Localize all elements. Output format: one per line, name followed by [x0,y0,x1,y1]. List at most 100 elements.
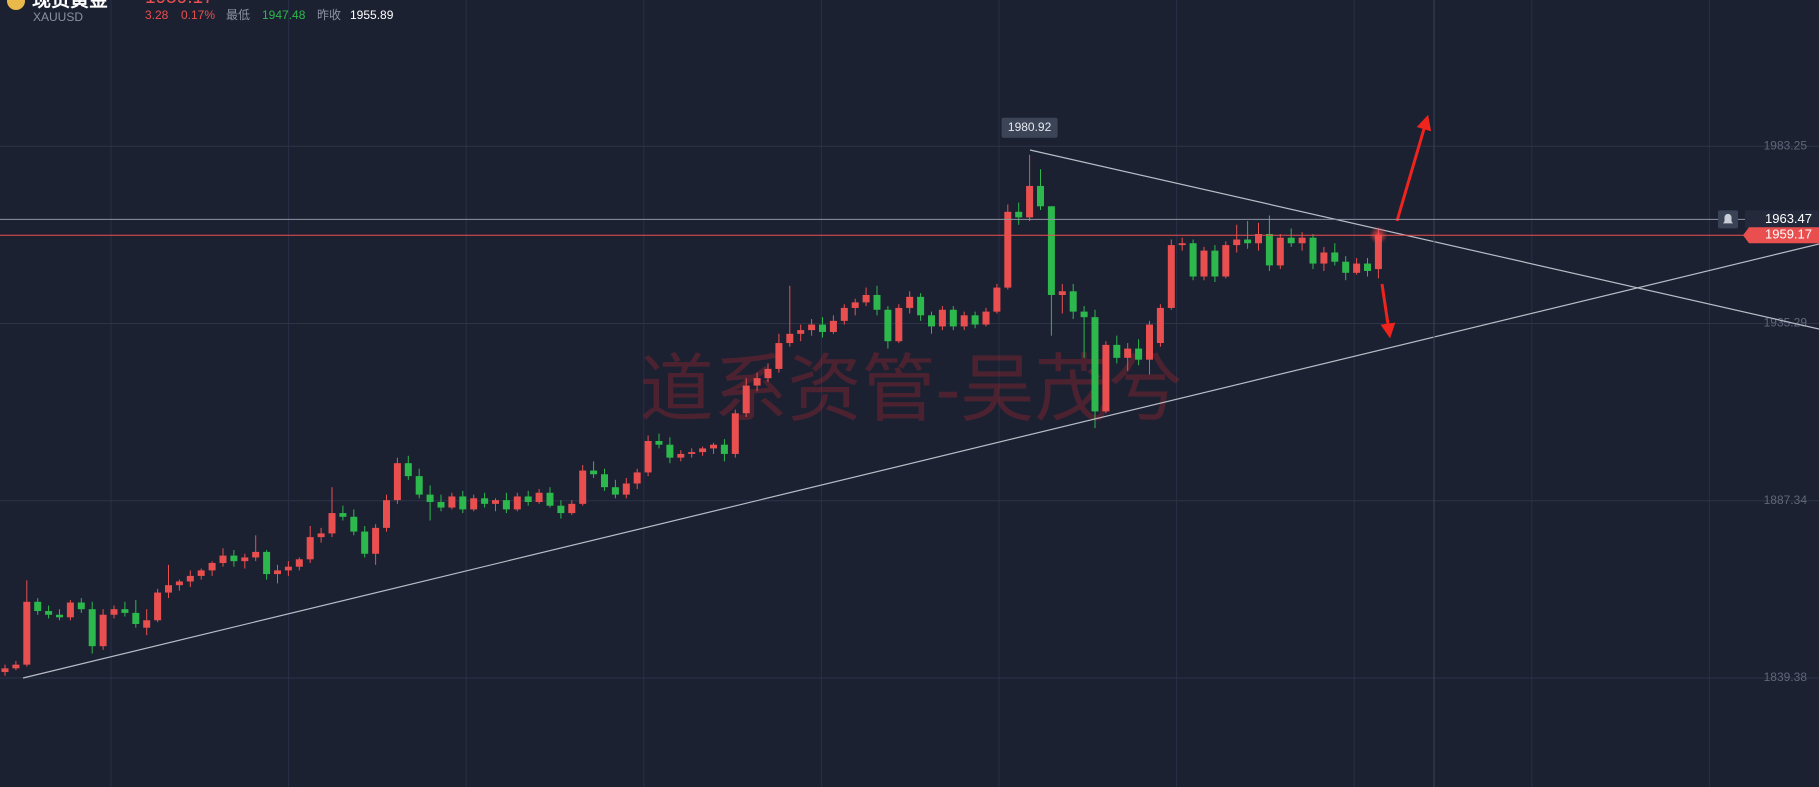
candle-body [66,602,74,618]
candle-body [611,487,619,495]
candle-body [448,496,456,508]
candle-body [786,333,794,344]
resistance-trendline [1029,149,1819,330]
candle-body [677,453,685,458]
candle-body [437,501,445,508]
candle-body [699,448,707,453]
candle-body [1102,344,1110,412]
alert-label-box [1745,210,1819,229]
candle-body [481,498,489,504]
candle-body [1,668,9,673]
candle-body [165,585,172,593]
candle-body [77,602,85,610]
candle-body [895,307,903,342]
candle-body [622,483,630,495]
candle-body [949,309,957,327]
candle-body [1320,252,1328,264]
candle-body [1211,250,1219,277]
price: 1959.17 [145,0,214,8]
candle-body [1026,185,1034,218]
candle-body [1298,237,1306,244]
arrow-up [1395,114,1432,222]
candle-body [579,470,587,504]
high-marker: 1980.92 [1008,120,1052,134]
candle-body [393,463,401,501]
candle-body [1156,307,1164,344]
candle-body [808,324,816,331]
candle-body [1244,239,1252,244]
arrow-down [1380,283,1396,339]
candle-body [1015,211,1023,218]
candle-body [372,527,380,554]
candle-body [208,562,216,571]
candle-body [45,611,53,615]
candle-body [1222,245,1230,277]
candle-body [960,315,968,327]
candle-body [121,609,129,613]
candle-body [284,566,292,571]
candle-body [219,555,227,563]
change-pct: 0.17% [181,8,215,22]
candle-body [710,444,717,449]
candle-body [252,551,260,558]
candle-body [361,531,369,554]
candle-body [1287,237,1295,244]
last-price-box [1743,227,1819,244]
candle-body [426,494,434,502]
candle-body [829,320,837,332]
candle-body [295,559,303,567]
candle-body [928,315,935,327]
candle-body [274,570,281,575]
candle-body [154,592,162,621]
alert-label: 1963.47 [1765,211,1812,226]
candle-body [666,444,674,458]
candle-body [306,537,314,560]
candle-body [350,516,358,532]
candle-body [12,664,20,669]
candle-body [906,296,914,308]
candle-body [459,496,467,510]
candle-body [492,500,499,504]
candle-body [143,620,151,628]
low-value: 1947.48 [262,8,306,22]
candle-body [851,302,859,308]
candle-body [742,385,750,414]
candle-body [56,614,63,618]
y-tick-label: 1887.34 [1764,493,1808,507]
candle-body [568,503,576,514]
change: 3.28 [145,8,169,22]
candle-body [1091,317,1099,412]
candle-body [764,368,772,379]
candle-body [1124,348,1132,358]
candle-body [230,555,238,562]
candle-body [175,581,183,586]
candle-body [88,609,96,647]
candle-body [971,315,979,325]
candle-body [1309,237,1317,264]
candle-body [23,601,31,665]
candle-body [644,441,652,473]
candle-body [557,505,565,514]
candle-body [1004,211,1012,288]
candle-body [546,492,554,506]
instrument-name: 现货黄金 [32,0,109,11]
candle-body [339,513,347,517]
candle-body [110,609,118,615]
candle-body [1047,206,1055,295]
candle-body [241,557,249,562]
candle-body [884,309,892,342]
low-label: 最低 [226,8,250,22]
candle-body [1189,243,1197,277]
support-trendline [22,243,1819,679]
candle-body [731,413,739,454]
y-tick-label: 1983.25 [1764,138,1808,152]
candle-body [502,500,510,510]
candle-body [688,452,696,454]
candle-body [775,343,783,369]
candle-body [383,500,390,528]
candle-body [1331,252,1339,262]
candle-body [1342,261,1350,273]
candle-body [1233,239,1241,246]
